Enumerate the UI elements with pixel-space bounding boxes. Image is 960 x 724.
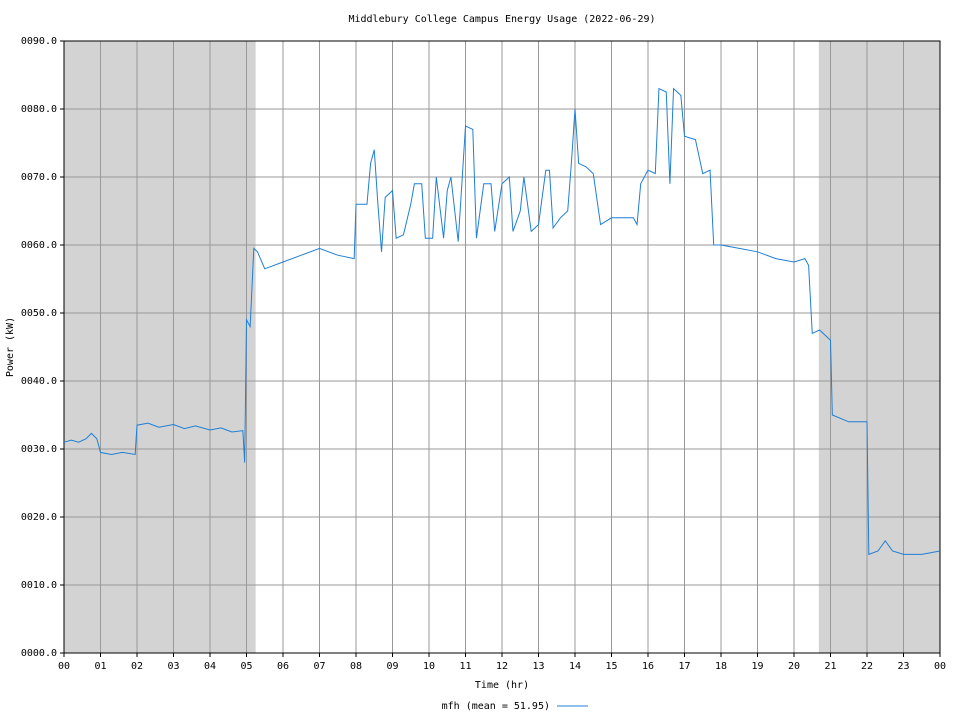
- y-tick-label: 0010.0: [21, 580, 57, 591]
- x-tick-label: 20: [788, 661, 800, 672]
- x-tick-label: 23: [897, 661, 909, 672]
- y-tick-label: 0060.0: [21, 240, 57, 251]
- y-axis-label: Power (kW): [5, 317, 16, 377]
- x-tick-label: 22: [861, 661, 873, 672]
- x-tick-label: 10: [423, 661, 435, 672]
- x-tick-label: 21: [824, 661, 836, 672]
- x-tick-label: 06: [277, 661, 289, 672]
- x-tick-label: 03: [167, 661, 179, 672]
- x-tick-label: 08: [350, 661, 362, 672]
- x-tick-label: 01: [94, 661, 106, 672]
- y-tick-label: 0050.0: [21, 308, 57, 319]
- x-tick-label: 02: [131, 661, 143, 672]
- x-tick-label: 17: [678, 661, 690, 672]
- x-tick-label: 16: [642, 661, 654, 672]
- x-tick-label: 12: [496, 661, 508, 672]
- x-tick-label: 05: [240, 661, 252, 672]
- x-tick-label: 00: [934, 661, 946, 672]
- shaded-region: [818, 41, 940, 653]
- y-tick-label: 0070.0: [21, 172, 57, 183]
- data-line: [63, 87, 941, 556]
- x-tick-label: 14: [569, 661, 581, 672]
- x-tick-label: 19: [751, 661, 763, 672]
- y-tick-label: 0030.0: [21, 444, 57, 455]
- shaded-region: [64, 41, 256, 653]
- plot-border: [63, 40, 941, 654]
- x-tick-label: 09: [386, 661, 398, 672]
- x-tick-label: 00: [58, 661, 70, 672]
- x-axis-label: Time (hr): [475, 680, 529, 691]
- x-tick-label: 18: [715, 661, 727, 672]
- y-tick-label: 0020.0: [21, 512, 57, 523]
- y-tick-label: 0090.0: [21, 36, 57, 47]
- x-tick-label: 15: [605, 661, 617, 672]
- legend-label: mfh (mean = 51.95): [442, 701, 550, 712]
- x-tick-label: 04: [204, 661, 216, 672]
- x-tick-label: 13: [532, 661, 544, 672]
- x-tick-label: 07: [313, 661, 325, 672]
- x-tick-label: 11: [459, 661, 471, 672]
- y-tick-label: 0080.0: [21, 104, 57, 115]
- y-tick-label: 0000.0: [21, 648, 57, 659]
- chart-title: Middlebury College Campus Energy Usage (…: [348, 14, 655, 25]
- y-tick-label: 0040.0: [21, 376, 57, 387]
